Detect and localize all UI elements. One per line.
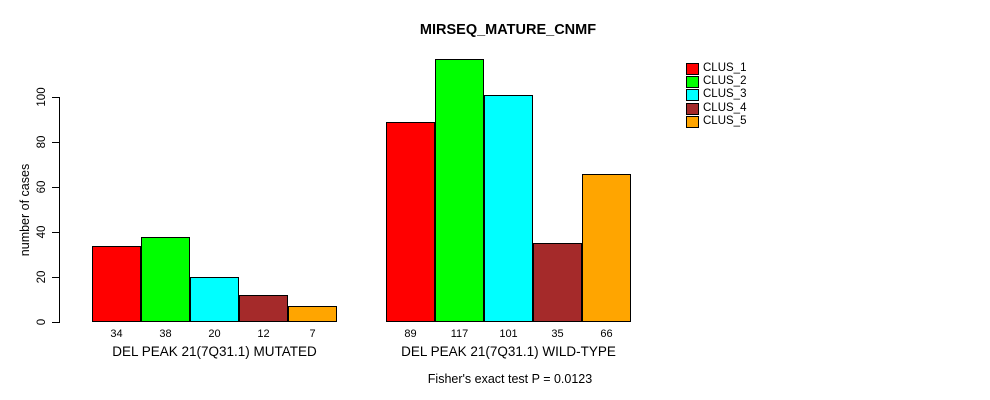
bar-clus_5-group2 (582, 173, 631, 322)
legend-label: CLUS_1 (703, 61, 747, 74)
y-tick-label: 20 (36, 270, 48, 284)
bar-clus_3-group1 (190, 277, 239, 322)
bar-value-label: 7 (309, 328, 316, 340)
legend-swatch-icon (686, 89, 699, 102)
bar-value-label: 66 (600, 328, 613, 340)
bar-clus_5-group1 (288, 306, 337, 322)
legend-item-clus_1: CLUS_1 (686, 62, 746, 75)
group-label: DEL PEAK 21(7Q31.1) WILD-TYPE (401, 344, 616, 359)
legend-item-clus_2: CLUS_2 (686, 75, 746, 88)
y-tick-label: 0 (36, 318, 48, 326)
legend: CLUS_1 CLUS_2 CLUS_3 CLUS_4 CLUS_5 (686, 62, 746, 128)
y-axis-line (59, 97, 60, 323)
bar-clus_4-group1 (239, 295, 288, 322)
bar-value-label: 12 (257, 328, 270, 340)
bar-clus_1-group1 (92, 245, 141, 322)
y-tick-label: 100 (36, 87, 48, 107)
bar-value-label: 35 (551, 328, 564, 340)
legend-label: CLUS_5 (703, 115, 747, 128)
bar-value-label: 89 (404, 328, 417, 340)
y-tick-mark (52, 97, 59, 98)
bar-value-label: 101 (499, 328, 518, 340)
legend-item-clus_4: CLUS_4 (686, 102, 746, 115)
legend-swatch-icon (686, 115, 699, 128)
legend-swatch-icon (686, 75, 699, 88)
group-label: DEL PEAK 21(7Q31.1) MUTATED (112, 344, 317, 359)
legend-item-clus_3: CLUS_3 (686, 89, 746, 102)
bar-clus_2-group1 (141, 236, 190, 322)
y-tick-mark (52, 232, 59, 233)
legend-swatch-icon (686, 102, 699, 115)
y-tick-label: 80 (36, 135, 48, 149)
legend-swatch-icon (686, 62, 699, 75)
y-tick-label: 40 (36, 225, 48, 239)
bar-clus_2-group2 (435, 58, 484, 322)
y-tick-label: 60 (36, 180, 48, 194)
legend-label: CLUS_4 (703, 101, 747, 114)
legend-label: CLUS_3 (703, 88, 747, 101)
bar-clus_1-group2 (386, 121, 435, 322)
legend-item-clus_5: CLUS_5 (686, 115, 746, 128)
bar-value-label: 117 (450, 328, 469, 340)
bar-value-label: 34 (110, 328, 123, 340)
fisher-test-annotation: Fisher's exact test P = 0.0123 (427, 372, 593, 386)
y-axis-label: number of cases (18, 163, 32, 257)
y-tick-mark (52, 187, 59, 188)
bar-clus_4-group2 (533, 243, 582, 322)
legend-label: CLUS_2 (703, 75, 747, 88)
bar-value-label: 20 (208, 328, 221, 340)
y-tick-mark (52, 277, 59, 278)
y-tick-mark (52, 142, 59, 143)
bar-clus_3-group2 (484, 94, 533, 322)
chart-title: MIRSEQ_MATURE_CNMF (419, 22, 597, 38)
bar-value-label: 38 (159, 328, 172, 340)
y-tick-mark (52, 322, 59, 323)
